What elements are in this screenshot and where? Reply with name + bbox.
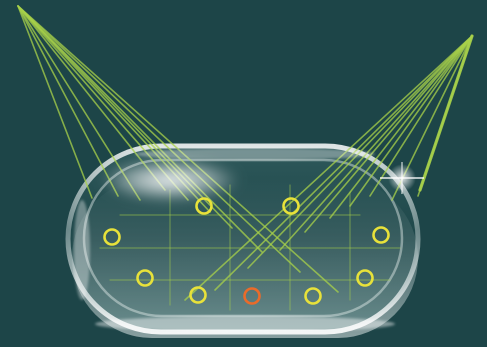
sensor-ring bbox=[282, 197, 300, 215]
sensor-ring bbox=[304, 287, 322, 305]
beam-right-10 bbox=[184, 35, 473, 301]
beam-left-8 bbox=[17, 5, 263, 253]
sensor-ring bbox=[372, 226, 390, 244]
glare-top-rim bbox=[135, 148, 375, 160]
glass-glare bbox=[74, 148, 395, 332]
beam-right-5 bbox=[329, 35, 473, 219]
beam-left-9 bbox=[17, 5, 301, 273]
sensor-ring bbox=[103, 228, 121, 246]
beam-right-3 bbox=[369, 35, 473, 197]
beam-right-7 bbox=[279, 35, 473, 251]
beam-right-6 bbox=[304, 35, 473, 233]
beam-right-main bbox=[418, 34, 474, 192]
beam-right-9 bbox=[214, 35, 473, 291]
sensor-ring bbox=[136, 269, 154, 287]
beam-right-4 bbox=[349, 35, 473, 207]
beam-left-2 bbox=[17, 5, 119, 197]
glare-bottom-rim bbox=[95, 316, 395, 332]
beam-left-1 bbox=[17, 5, 93, 199]
glare-left-edge bbox=[74, 200, 90, 300]
sensor-ring-alert bbox=[243, 287, 261, 305]
beam-left-4 bbox=[17, 5, 166, 191]
sensor-rings bbox=[103, 197, 390, 305]
sensor-ring bbox=[195, 197, 213, 215]
sensor-ring bbox=[189, 286, 207, 304]
glare-top-left bbox=[100, 158, 240, 202]
flare-icon bbox=[380, 162, 424, 194]
sensor-ring bbox=[356, 269, 374, 287]
